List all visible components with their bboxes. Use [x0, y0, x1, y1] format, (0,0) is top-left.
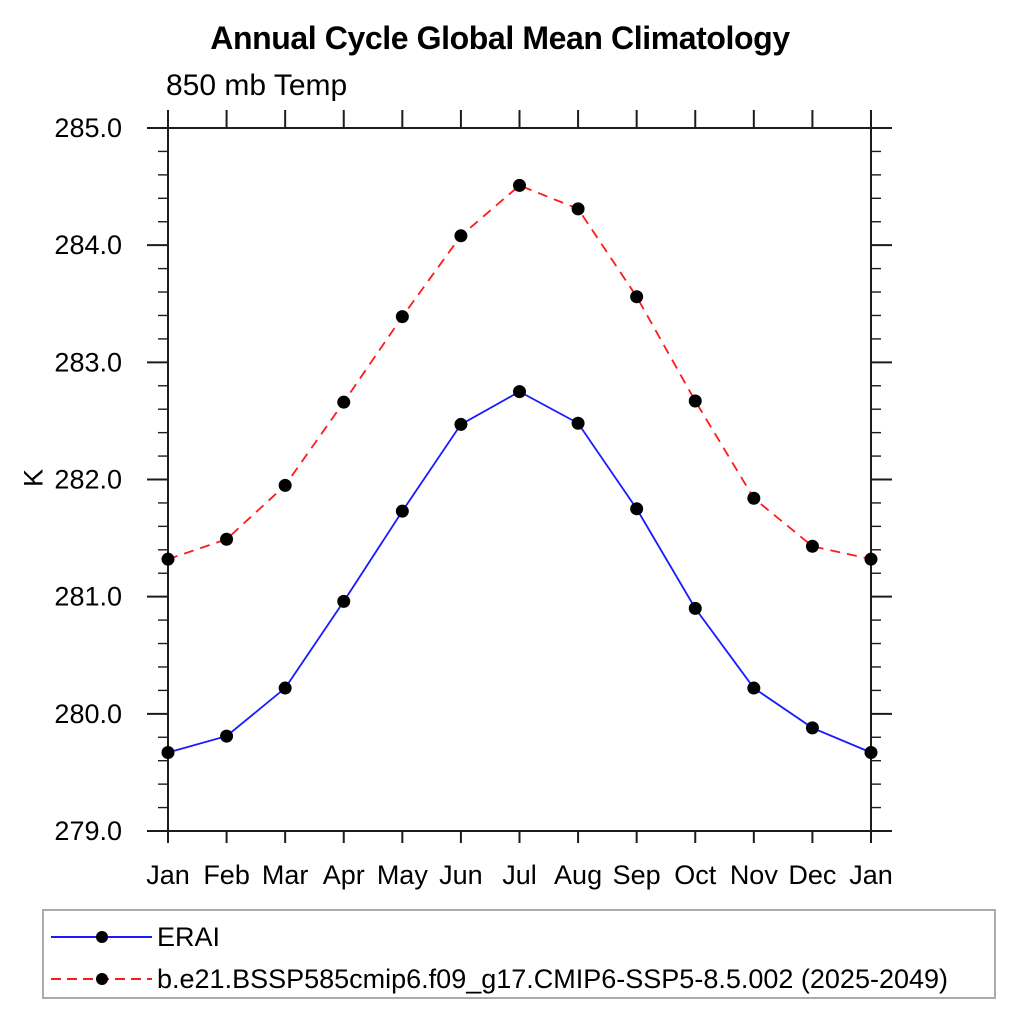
data-point-marker-1 — [513, 178, 526, 192]
data-point-marker-0 — [513, 385, 526, 399]
y-tick-label: 280.0 — [54, 699, 122, 729]
y-tick-label: 282.0 — [54, 465, 122, 495]
data-point-marker-1 — [395, 310, 409, 324]
x-tick-label: May — [377, 860, 429, 890]
y-tick-label: 283.0 — [54, 347, 122, 377]
x-tick-label: Nov — [730, 860, 779, 890]
x-tick-label: Mar — [262, 860, 309, 890]
data-point-marker-1 — [161, 552, 175, 566]
x-tick-label: Sep — [613, 860, 661, 890]
series-line-1 — [167, 184, 872, 561]
chart-subtitle: 850 mb Temp — [166, 69, 348, 102]
x-tick-label: Apr — [323, 860, 365, 890]
x-tick-label: Oct — [674, 860, 717, 890]
data-point-marker-0 — [278, 681, 292, 695]
x-tick-label: Jan — [849, 860, 893, 890]
data-point-marker-0 — [864, 745, 878, 759]
data-point-marker-1 — [688, 394, 702, 408]
data-point-marker-0 — [337, 594, 351, 608]
x-tick-label: Jul — [502, 860, 537, 890]
plot-frame — [167, 127, 872, 832]
data-point-marker-0 — [630, 502, 644, 516]
data-point-marker-0 — [688, 601, 702, 615]
chart-title: Annual Cycle Global Mean Climatology — [210, 20, 790, 56]
data-point-marker-0 — [571, 416, 585, 430]
x-tick-label: Dec — [788, 860, 836, 890]
data-point-marker-0 — [747, 681, 761, 695]
data-point-marker-1 — [805, 539, 819, 553]
x-tick-label: Feb — [203, 860, 250, 890]
legend-line-sample-dashed-red — [51, 973, 152, 985]
data-point-marker-1 — [220, 532, 234, 546]
data-point-marker-1 — [630, 290, 644, 304]
data-point-marker-1 — [864, 552, 878, 566]
data-point-marker-0 — [395, 504, 409, 518]
data-point-marker-1 — [571, 202, 585, 216]
x-tick-label: Aug — [554, 860, 602, 890]
data-point-marker-1 — [337, 395, 351, 409]
legend-label-model: b.e21.BSSP585cmip6.f09_g17.CMIP6-SSP5-8.… — [157, 964, 949, 994]
legend-marker-dot-icon — [96, 973, 108, 985]
legend-label-erai: ERAI — [157, 922, 221, 952]
legend-line-sample-solid-blue — [51, 931, 152, 943]
y-tick-label: 279.0 — [54, 816, 122, 846]
legend-marker-dot-icon — [96, 931, 108, 943]
data-point-marker-0 — [220, 729, 234, 743]
data-point-marker-1 — [747, 491, 761, 505]
x-tick-label: Jun — [439, 860, 483, 890]
y-tick-label: 284.0 — [54, 230, 122, 260]
series-line-0 — [167, 390, 872, 754]
data-point-marker-0 — [454, 417, 468, 431]
data-point-marker-1 — [454, 229, 468, 243]
x-tick-label: Jan — [146, 860, 190, 890]
y-tick-label: 281.0 — [54, 582, 122, 612]
legend-item-model: b.e21.BSSP585cmip6.f09_g17.CMIP6-SSP5-8.… — [49, 964, 949, 994]
y-tick-label: 285.0 — [54, 113, 122, 143]
data-point-marker-1 — [278, 478, 292, 492]
data-point-marker-0 — [805, 721, 819, 735]
legend-item-erai: ERAI — [49, 922, 221, 952]
legend-box: ERAI b.e21.BSSP585cmip6.f09_g17.CMIP6-SS… — [42, 909, 996, 999]
data-point-marker-0 — [161, 745, 175, 759]
